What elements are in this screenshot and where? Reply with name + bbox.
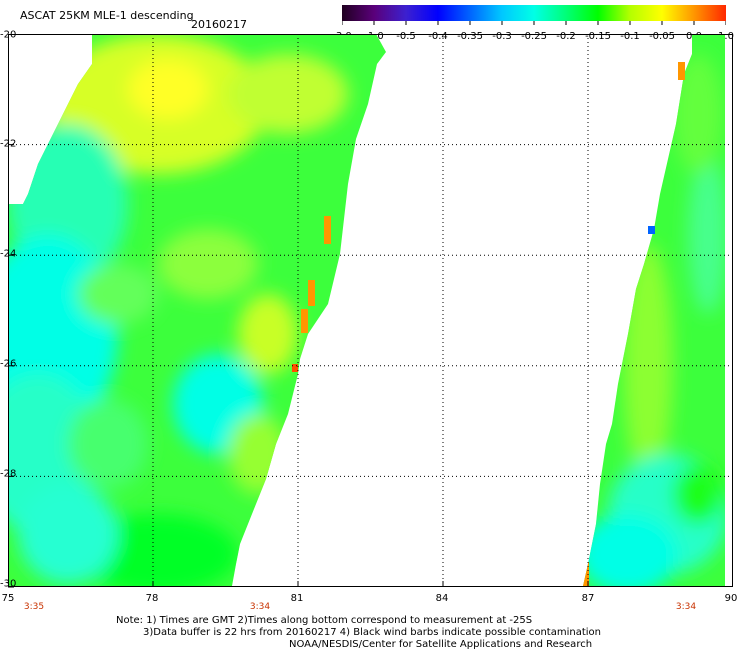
colorbar-label: 1.0 — [718, 31, 734, 42]
lon-label: 84 — [435, 593, 449, 604]
plot-title: ASCAT 25KM MLE-1 descending — [20, 9, 194, 22]
note-line-2: 3)Data buffer is 22 hrs from 20160217 4)… — [143, 627, 601, 638]
colorbar-scale — [341, 5, 727, 25]
colorbar-gradient — [342, 5, 726, 21]
left-edge-cell — [301, 309, 308, 333]
left-edge-cell — [308, 280, 315, 306]
colorbar-label: -0.5 — [396, 31, 416, 42]
lon-label: 90 — [724, 593, 738, 604]
right-edge-cell — [648, 226, 655, 234]
graticule — [8, 34, 733, 588]
right-swath — [583, 34, 725, 586]
map-frame — [8, 34, 733, 587]
left-swath — [8, 34, 386, 586]
note-line-3: NOAA/NESDIS/Center for Satellite Applica… — [289, 639, 593, 650]
swath-map — [8, 34, 733, 588]
colorbar-label: -0.4 — [428, 31, 448, 42]
colorbar-label: -0.15 — [585, 31, 611, 42]
colorbar-label: -0.2 — [556, 31, 576, 42]
lat-label: -24 — [0, 248, 17, 260]
lon-label: 81 — [290, 593, 304, 604]
lat-label: -30 — [0, 578, 17, 590]
left-edge-cell — [324, 216, 331, 244]
plot-date: 20160217 — [191, 18, 247, 31]
lat-label: -22 — [0, 138, 17, 150]
colorbar-label: -0.35 — [457, 31, 483, 42]
lat-label: -28 — [0, 468, 17, 480]
lon-label: 75 — [1, 593, 15, 604]
colorbar-label: -0.3 — [492, 31, 512, 42]
lon-label: 87 — [581, 593, 595, 604]
colorbar-label: -0.05 — [649, 31, 675, 42]
lat-label: -20 — [0, 29, 17, 41]
note-line-1: Note: 1) Times are GMT 2)Times along bot… — [116, 615, 533, 626]
lat-label: -26 — [0, 358, 17, 370]
right-edge-cell — [678, 62, 685, 80]
time-label: 3:34 — [675, 602, 697, 612]
colorbar-label: -0.1 — [620, 31, 640, 42]
colorbar: -3.0-1.0-0.5-0.4-0.35-0.3-0.25-0.2-0.15-… — [332, 5, 734, 42]
lon-label: 78 — [145, 593, 159, 604]
time-label: 3:34 — [249, 602, 271, 612]
time-label: 3:35 — [23, 602, 45, 612]
colorbar-label: -0.25 — [521, 31, 547, 42]
left-edge-cell — [292, 364, 298, 372]
